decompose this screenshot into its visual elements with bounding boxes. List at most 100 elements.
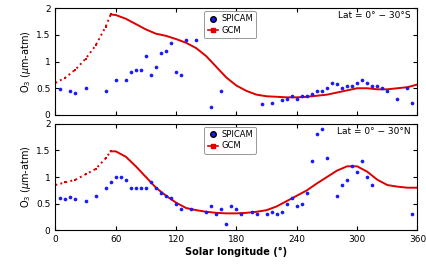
Point — [188, 207, 195, 211]
Point — [339, 86, 345, 90]
Point — [158, 191, 164, 195]
Y-axis label: O$_3$ ($\mu$m-atm): O$_3$ ($\mu$m-atm) — [19, 146, 33, 208]
Point — [132, 67, 139, 72]
Point — [228, 204, 235, 209]
Point — [153, 65, 159, 69]
Point — [163, 193, 170, 198]
Point — [122, 78, 129, 82]
Point — [374, 83, 381, 88]
Point — [278, 210, 285, 214]
Text: Lat = 0° − 30°S: Lat = 0° − 30°S — [338, 11, 410, 20]
Point — [288, 94, 295, 98]
Point — [233, 207, 240, 211]
Point — [102, 89, 109, 93]
Point — [208, 105, 215, 109]
Point — [122, 177, 129, 182]
Point — [394, 97, 401, 101]
Point — [359, 159, 366, 163]
Point — [218, 89, 225, 93]
Point — [138, 185, 144, 190]
Point — [127, 70, 134, 74]
Point — [364, 175, 371, 179]
Point — [404, 86, 411, 90]
Legend: SPICAM, GCM: SPICAM, GCM — [204, 127, 256, 154]
Point — [303, 191, 310, 195]
Point — [294, 204, 300, 209]
Point — [409, 212, 416, 217]
Point — [142, 185, 150, 190]
Point — [369, 83, 376, 88]
Point — [354, 81, 360, 85]
Point — [324, 156, 331, 161]
Point — [62, 197, 69, 202]
Point — [102, 185, 109, 190]
Point — [303, 94, 310, 98]
Point — [158, 51, 164, 56]
Point — [213, 212, 220, 217]
Point — [153, 185, 159, 190]
Point — [319, 89, 325, 93]
Point — [147, 180, 154, 184]
Point — [208, 204, 215, 209]
Point — [273, 212, 280, 217]
Point — [278, 98, 285, 102]
Point — [142, 54, 150, 58]
Point — [112, 78, 119, 82]
Point — [268, 101, 275, 105]
Point — [147, 73, 154, 77]
Y-axis label: O$_3$ ($\mu$m-atm): O$_3$ ($\mu$m-atm) — [19, 30, 33, 93]
Point — [308, 91, 315, 96]
Point — [107, 180, 114, 184]
Point — [178, 207, 184, 211]
Point — [364, 81, 371, 85]
Point — [132, 185, 139, 190]
Point — [354, 170, 360, 174]
Point — [298, 94, 305, 98]
Point — [334, 193, 340, 198]
Point — [369, 183, 376, 187]
Point — [294, 97, 300, 101]
Point — [319, 127, 325, 131]
Point — [328, 81, 335, 85]
Point — [168, 196, 175, 200]
Point — [253, 212, 260, 217]
Point — [314, 132, 320, 136]
Point — [248, 210, 255, 214]
Point — [117, 175, 124, 179]
Point — [384, 89, 391, 93]
Point — [173, 202, 179, 206]
Point — [82, 86, 89, 90]
Point — [163, 49, 170, 53]
Point — [379, 86, 386, 90]
Point — [308, 159, 315, 163]
Point — [223, 222, 230, 226]
Point — [288, 196, 295, 200]
Point — [268, 210, 275, 214]
X-axis label: Solar longitude (°): Solar longitude (°) — [185, 247, 288, 257]
Point — [193, 38, 200, 42]
Point — [344, 177, 351, 182]
Point — [67, 195, 74, 199]
Point — [238, 212, 245, 217]
Point — [258, 102, 265, 106]
Point — [218, 207, 225, 211]
Point — [283, 202, 290, 206]
Point — [67, 89, 74, 93]
Point — [339, 183, 345, 187]
Point — [57, 196, 64, 200]
Point — [349, 83, 356, 88]
Point — [203, 210, 210, 214]
Point — [324, 86, 331, 90]
Point — [344, 83, 351, 88]
Point — [127, 185, 134, 190]
Point — [82, 199, 89, 203]
Point — [283, 97, 290, 101]
Point — [173, 70, 179, 74]
Point — [112, 175, 119, 179]
Point — [314, 89, 320, 93]
Point — [263, 212, 270, 217]
Point — [359, 78, 366, 82]
Legend: SPICAM, GCM: SPICAM, GCM — [204, 11, 256, 38]
Point — [409, 101, 416, 105]
Point — [334, 82, 340, 86]
